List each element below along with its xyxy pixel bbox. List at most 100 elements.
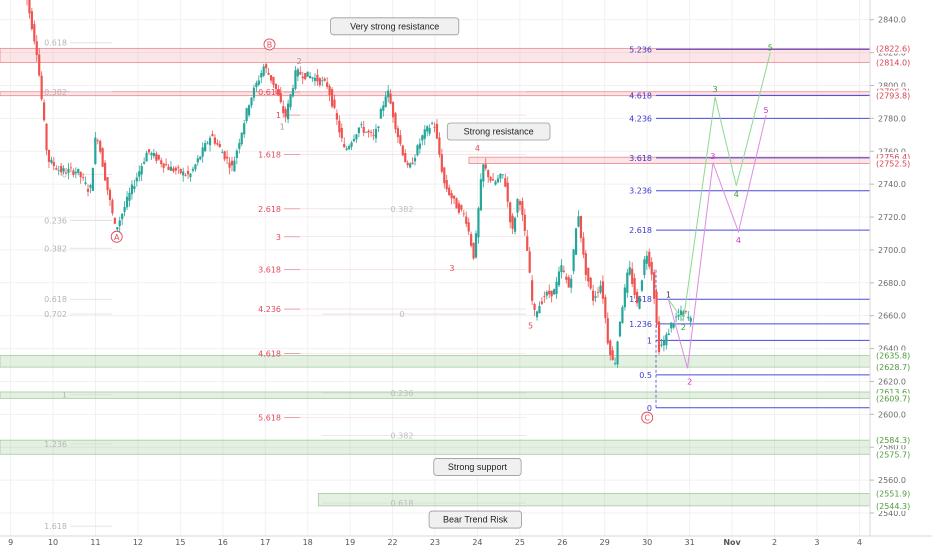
time-tick-label: 4 xyxy=(857,538,862,547)
candle-body xyxy=(618,321,622,337)
wave-label: C xyxy=(644,414,650,423)
candle-body xyxy=(391,102,395,118)
candle-body xyxy=(321,80,324,82)
price-tick-label: 2660.0 xyxy=(878,312,906,321)
candle-body xyxy=(399,135,402,144)
candle-body xyxy=(604,297,607,318)
candle-body xyxy=(472,242,475,259)
candle-body xyxy=(535,311,539,318)
candle-body xyxy=(221,152,224,154)
candle-body xyxy=(445,180,448,190)
price-label-bg xyxy=(874,90,914,101)
candle-body xyxy=(301,76,304,79)
time-tick-label: 25 xyxy=(515,538,525,547)
candle-body xyxy=(252,87,256,98)
candle-body xyxy=(582,237,585,255)
candle-body xyxy=(318,78,321,86)
candle-body xyxy=(291,88,295,97)
candle-body xyxy=(84,182,87,184)
candle-body xyxy=(601,281,604,299)
fib-projection-label: 4.236 xyxy=(629,114,652,123)
candle-body xyxy=(548,290,551,295)
candle-body xyxy=(143,161,146,164)
candle-body xyxy=(433,126,436,128)
fib-retracement-label: 0.618 xyxy=(44,295,67,304)
candle-body xyxy=(223,151,226,160)
candle-body xyxy=(62,168,65,172)
candle-body xyxy=(628,267,631,275)
candle-body xyxy=(540,301,543,304)
candle-body xyxy=(455,198,458,209)
candle-body xyxy=(135,177,138,182)
time-tick-label: Nov xyxy=(723,538,741,547)
wave-circle xyxy=(110,230,123,243)
time-tick-label: 29 xyxy=(600,538,610,547)
candle-body xyxy=(631,268,634,285)
candle-body xyxy=(623,287,626,308)
fib-extension-label: 4.618 xyxy=(258,349,281,358)
forecast-path-green xyxy=(668,52,771,322)
fib-retracement-label: 0.382 xyxy=(44,88,67,97)
price-label: (2756.4) xyxy=(876,153,910,162)
candle-body xyxy=(543,296,546,297)
price-label-bg xyxy=(874,393,914,404)
candle-body xyxy=(277,90,280,96)
wave-label: 4 xyxy=(475,144,480,153)
candle-body xyxy=(208,137,212,146)
candle-body xyxy=(384,96,387,107)
time-tick-label: 24 xyxy=(472,538,482,547)
candle-body xyxy=(504,178,507,187)
candle-body xyxy=(162,163,165,168)
candle-body xyxy=(428,128,431,134)
wave-label: 5 xyxy=(528,322,533,331)
callout-box xyxy=(433,458,522,476)
candle-body xyxy=(409,163,412,168)
candle-body xyxy=(96,140,99,142)
time-tick-label: 10 xyxy=(48,538,58,547)
candle-body xyxy=(172,168,175,172)
candle-body xyxy=(645,255,648,264)
candle-body xyxy=(57,170,60,172)
candle-body xyxy=(560,265,563,273)
candle-body xyxy=(411,162,414,165)
time-tick-label: 19 xyxy=(345,538,355,547)
fib-projection-label: 0 xyxy=(647,404,652,413)
candle-body xyxy=(626,272,629,293)
price-tick-label: 2780.0 xyxy=(878,114,906,123)
candle-body xyxy=(42,102,46,121)
time-tick-label: 11 xyxy=(90,538,100,547)
candle-body xyxy=(101,148,104,167)
candle-body xyxy=(657,321,661,353)
candle-body xyxy=(330,89,334,107)
time-tick-label: 18 xyxy=(303,538,313,547)
candle-body xyxy=(287,103,290,120)
candle-body xyxy=(501,174,504,176)
candle-body xyxy=(150,153,153,156)
candle-body xyxy=(306,71,309,77)
candle-body xyxy=(238,143,241,149)
candle-body xyxy=(594,296,597,298)
price-label: (2613.6) xyxy=(876,388,910,397)
candle-body xyxy=(86,188,90,192)
fib-extension-label: 3.618 xyxy=(258,266,281,275)
candle-body xyxy=(477,208,480,238)
candle-body xyxy=(482,164,485,182)
fib-retracement-label: 1.236 xyxy=(44,440,67,449)
candle-body xyxy=(186,170,190,175)
candle-body xyxy=(640,280,644,291)
candle-body xyxy=(323,78,326,81)
candles xyxy=(26,0,692,368)
candle-body xyxy=(418,143,421,149)
candle-body xyxy=(684,311,687,312)
candle-body xyxy=(513,217,517,232)
candle-body xyxy=(45,123,48,151)
wave-label: 5 xyxy=(763,106,768,115)
candle-body xyxy=(167,166,170,170)
time-tick-label: 17 xyxy=(260,538,270,547)
price-tick-label: 2620.0 xyxy=(878,377,906,386)
price-label: (2584.3) xyxy=(876,436,910,445)
candle-body xyxy=(599,285,602,293)
candle-body xyxy=(474,233,478,258)
wave-circle xyxy=(641,411,654,424)
